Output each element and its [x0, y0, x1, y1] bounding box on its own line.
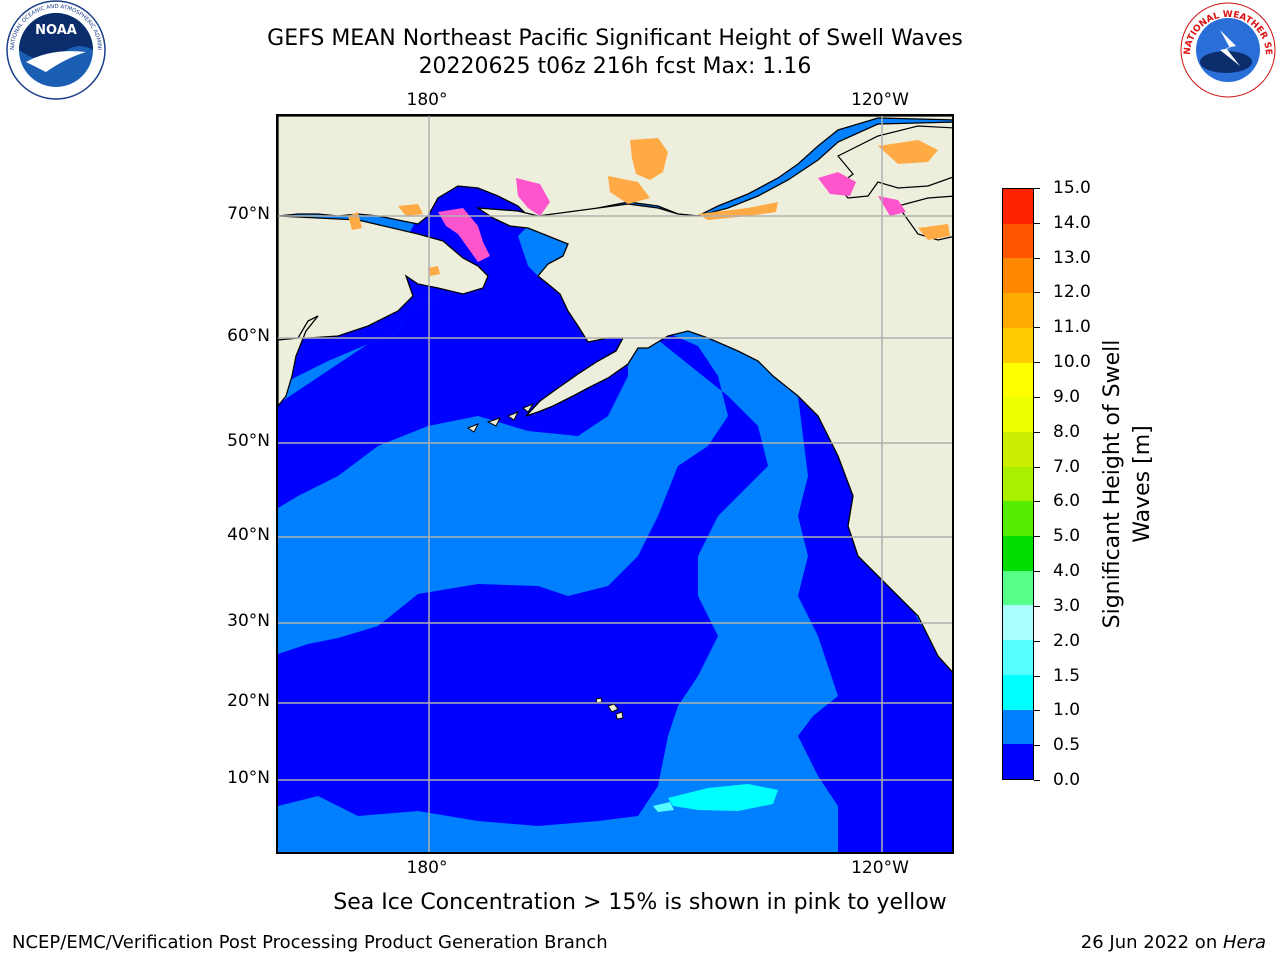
- top-lon-label-120w: 120°W: [851, 90, 909, 110]
- colorbar-tick-12: [1034, 362, 1040, 364]
- colorbar-tick-label-1: 0.5: [1053, 735, 1081, 756]
- footer-date: 26 Jun 2022 on Hera: [1081, 932, 1266, 953]
- noaa-logo-icon: NOAA NATIONAL OCEANIC AND ATMOSPHERIC AD…: [3, 0, 106, 100]
- colorbar-tick-16: [1034, 222, 1040, 224]
- lat-label-60n: 60°N: [227, 326, 270, 346]
- colorbar: [1002, 188, 1034, 780]
- graticule: [278, 116, 952, 852]
- colorbar-tick-3: [1034, 675, 1040, 677]
- top-lon-label-180: 180°: [406, 90, 448, 110]
- lat-label-20n: 20°N: [227, 691, 270, 711]
- colorbar-tick-label-9: 7.0: [1053, 456, 1081, 477]
- chart-subtitle: 20220625 t06z 216h fcst Max: 1.16: [418, 54, 812, 79]
- colorbar-segment-10: [1003, 397, 1033, 432]
- colorbar-segment-11: [1003, 362, 1033, 398]
- colorbar-segment-16: [1003, 189, 1033, 224]
- lat-label-40n: 40°N: [227, 525, 270, 545]
- swell-high-cyan-patch-small: [653, 802, 674, 812]
- swell-high-cyan-patch: [668, 784, 778, 811]
- colorbar-tick-1: [1034, 745, 1040, 747]
- colorbar-tick-label-5: 3.0: [1053, 595, 1081, 616]
- colorbar-segment-7: [1003, 501, 1033, 537]
- colorbar-tick-label-3: 1.5: [1053, 665, 1081, 686]
- lat-label-30n: 30°N: [227, 611, 270, 631]
- colorbar-tick-label-6: 4.0: [1053, 561, 1081, 582]
- colorbar-tick-5: [1034, 605, 1040, 607]
- colorbar-segment-3: [1003, 640, 1033, 675]
- colorbar-tick-label-2: 1.0: [1053, 700, 1081, 721]
- colorbar-tick-15: [1034, 257, 1040, 259]
- map-panel: [276, 114, 954, 854]
- colorbar-tick-label-0: 0.0: [1053, 770, 1081, 790]
- lat-label-70n: 70°N: [227, 204, 270, 224]
- colorbar-tick-13: [1034, 327, 1040, 329]
- swell-height-map: [278, 116, 952, 852]
- swell-low-southeast-region: [838, 806, 952, 852]
- sea-ice-beaufort: [608, 138, 668, 204]
- ocean-swell-mid-west: [298, 456, 633, 586]
- land-aleutians: [466, 402, 535, 433]
- colorbar-tick-2: [1034, 710, 1040, 712]
- noaa-logo-text: NOAA: [35, 23, 77, 38]
- colorbar-tick-0: [1034, 780, 1040, 781]
- colorbar-title: Significant Height of Swell Waves [m]: [1098, 340, 1158, 629]
- colorbar-segment-0: [1003, 744, 1033, 779]
- colorbar-segment-9: [1003, 431, 1033, 467]
- lat-label-50n: 50°N: [227, 431, 270, 451]
- colorbar-tick-label-11: 9.0: [1053, 386, 1081, 407]
- colorbar-tick-label-17: 15.0: [1053, 178, 1091, 198]
- footer-date-text: 26 Jun 2022 on: [1080, 932, 1223, 953]
- sea-ice-east-orange: [698, 140, 950, 240]
- colorbar-title-line1: Significant Height of Swell: [1100, 339, 1125, 629]
- colorbar-tick-label-10: 8.0: [1053, 421, 1081, 442]
- sea-ice-west-orange: [348, 204, 440, 276]
- colorbar-segment-2: [1003, 674, 1033, 710]
- colorbar-tick-10: [1034, 431, 1040, 433]
- colorbar-segment-8: [1003, 466, 1033, 502]
- colorbar-segment-13: [1003, 293, 1033, 328]
- colorbar-tick-label-12: 10.0: [1053, 352, 1091, 373]
- colorbar-tick-8: [1034, 501, 1040, 503]
- land-kamchatka: [278, 315, 319, 408]
- colorbar-segment-6: [1003, 536, 1033, 571]
- sea-ice-east-arctic: [818, 172, 906, 216]
- colorbar-tick-4: [1034, 640, 1040, 642]
- colorbar-segment-5: [1003, 570, 1033, 606]
- footer-host: Hera: [1222, 932, 1266, 953]
- colorbar-tick-label-8: 6.0: [1053, 491, 1081, 512]
- colorbar-title-line2: Waves [m]: [1130, 425, 1155, 543]
- colorbar-tick-label-16: 14.0: [1053, 212, 1091, 233]
- swell-low-east-coast: [798, 396, 952, 852]
- bottom-lon-label-120w: 120°W: [851, 858, 909, 878]
- colorbar-tick-17: [1034, 188, 1040, 189]
- colorbar-segment-12: [1003, 327, 1033, 363]
- colorbar-tick-label-7: 5.0: [1053, 526, 1081, 547]
- colorbar-tick-7: [1034, 536, 1040, 538]
- colorbar-tick-label-4: 2.0: [1053, 630, 1081, 651]
- land-chukotka: [278, 215, 489, 341]
- swell-low-west-region: [278, 274, 628, 508]
- lat-label-10n: 10°N: [227, 768, 270, 788]
- chart-title: GEFS MEAN Northeast Pacific Significant …: [267, 26, 963, 51]
- colorbar-tick-11: [1034, 396, 1040, 398]
- colorbar-segment-15: [1003, 223, 1033, 259]
- land-alaska: [475, 121, 952, 673]
- colorbar-segment-4: [1003, 605, 1033, 641]
- sea-ice-note: Sea Ice Concentration > 15% is shown in …: [333, 890, 947, 915]
- footer-credit: NCEP/EMC/Verification Post Processing Pr…: [12, 932, 608, 953]
- colorbar-segment-1: [1003, 709, 1033, 745]
- colorbar-tick-9: [1034, 466, 1040, 468]
- nws-logo-icon: NATIONAL WEATHER SERVICE: [1175, 0, 1278, 100]
- colorbar-tick-label-14: 12.0: [1053, 282, 1091, 303]
- colorbar-tick-14: [1034, 292, 1040, 294]
- colorbar-tick-label-13: 11.0: [1053, 317, 1091, 338]
- swell-low-gulf-region: [278, 316, 768, 826]
- sea-ice-chukchi: [438, 178, 550, 262]
- land-hawaii: [595, 697, 624, 720]
- colorbar-tick-label-15: 13.0: [1053, 247, 1091, 268]
- colorbar-segment-14: [1003, 258, 1033, 294]
- bottom-lon-label-180: 180°: [406, 858, 448, 878]
- colorbar-tick-6: [1034, 571, 1040, 573]
